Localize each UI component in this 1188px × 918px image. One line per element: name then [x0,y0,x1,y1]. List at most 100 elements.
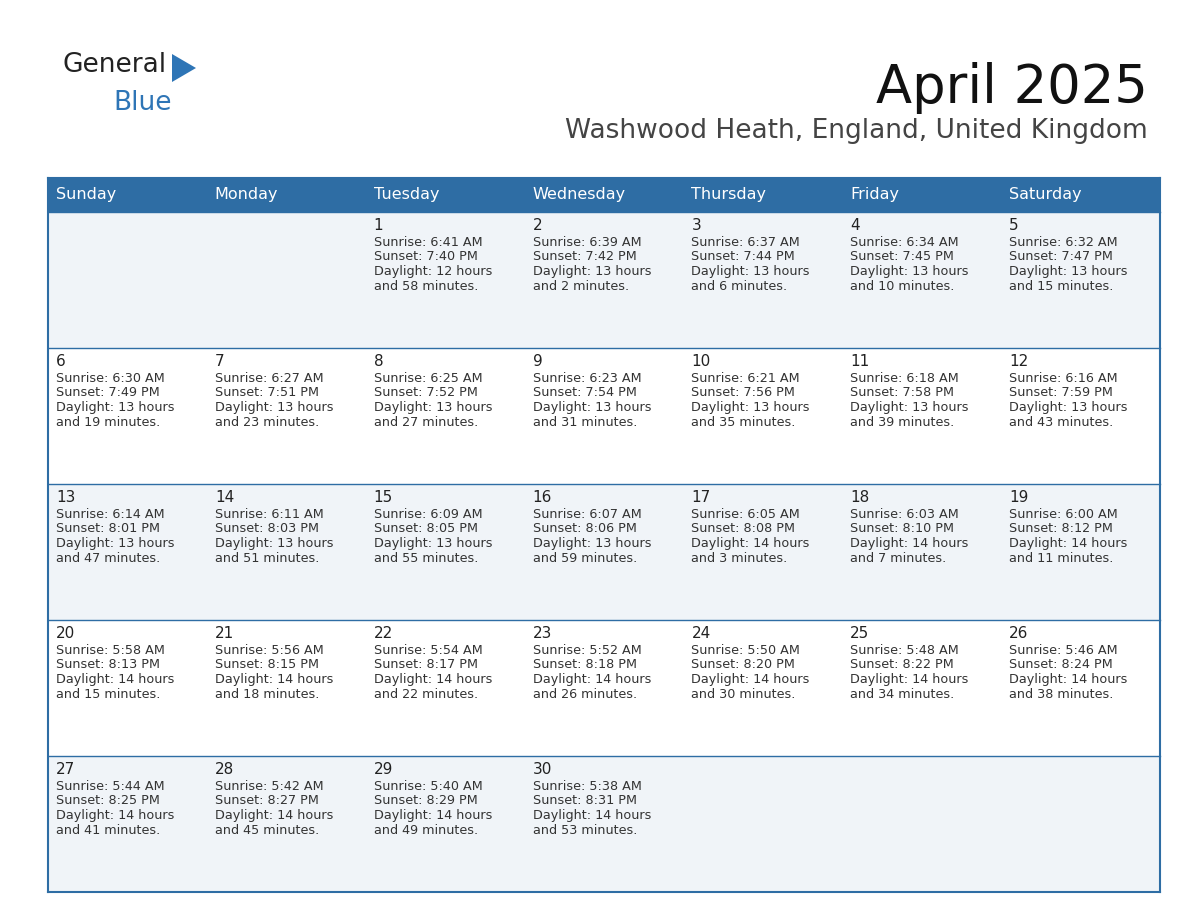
Text: and 26 minutes.: and 26 minutes. [532,688,637,700]
Text: Daylight: 14 hours: Daylight: 14 hours [691,537,810,550]
Text: Sunrise: 5:42 AM: Sunrise: 5:42 AM [215,780,323,793]
Text: 21: 21 [215,626,234,641]
Text: Sunset: 8:27 PM: Sunset: 8:27 PM [215,794,318,808]
Text: Sunrise: 6:34 AM: Sunrise: 6:34 AM [851,236,959,249]
Text: and 27 minutes.: and 27 minutes. [374,416,478,429]
Text: 19: 19 [1009,490,1029,505]
Text: Sunrise: 5:50 AM: Sunrise: 5:50 AM [691,644,801,657]
Text: 17: 17 [691,490,710,505]
Text: and 7 minutes.: and 7 minutes. [851,552,947,565]
Text: and 53 minutes.: and 53 minutes. [532,823,637,836]
Text: Sunrise: 6:11 AM: Sunrise: 6:11 AM [215,508,323,521]
Text: Thursday: Thursday [691,187,766,203]
Text: Sunrise: 6:37 AM: Sunrise: 6:37 AM [691,236,801,249]
Text: Daylight: 13 hours: Daylight: 13 hours [215,537,334,550]
Text: 8: 8 [374,354,384,369]
Text: 14: 14 [215,490,234,505]
Text: Sunrise: 6:05 AM: Sunrise: 6:05 AM [691,508,801,521]
Text: Sunset: 8:06 PM: Sunset: 8:06 PM [532,522,637,535]
Text: Sunset: 8:01 PM: Sunset: 8:01 PM [56,522,160,535]
Text: 4: 4 [851,218,860,233]
Text: Sunrise: 6:27 AM: Sunrise: 6:27 AM [215,372,323,385]
Text: Daylight: 14 hours: Daylight: 14 hours [532,673,651,686]
Text: Daylight: 14 hours: Daylight: 14 hours [851,537,968,550]
Text: Sunset: 7:40 PM: Sunset: 7:40 PM [374,251,478,263]
Bar [48,178,1159,212]
Text: 18: 18 [851,490,870,505]
Text: 2: 2 [532,218,542,233]
Text: and 47 minutes.: and 47 minutes. [56,552,160,565]
Text: Sunrise: 6:00 AM: Sunrise: 6:00 AM [1009,508,1118,521]
Text: Daylight: 13 hours: Daylight: 13 hours [374,537,492,550]
Text: Washwood Heath, England, United Kingdom: Washwood Heath, England, United Kingdom [565,118,1148,144]
Text: 30: 30 [532,762,552,777]
Text: Sunset: 7:51 PM: Sunset: 7:51 PM [215,386,318,399]
Text: and 11 minutes.: and 11 minutes. [1009,552,1113,565]
Text: Sunrise: 6:32 AM: Sunrise: 6:32 AM [1009,236,1118,249]
Text: Sunrise: 6:07 AM: Sunrise: 6:07 AM [532,508,642,521]
Text: Sunrise: 6:16 AM: Sunrise: 6:16 AM [1009,372,1118,385]
Text: and 38 minutes.: and 38 minutes. [1009,688,1113,700]
Text: Sunset: 8:13 PM: Sunset: 8:13 PM [56,658,160,671]
Text: Sunset: 8:31 PM: Sunset: 8:31 PM [532,794,637,808]
Text: 7: 7 [215,354,225,369]
Text: Sunset: 7:44 PM: Sunset: 7:44 PM [691,251,795,263]
Text: Saturday: Saturday [1009,187,1082,203]
Text: Sunset: 8:03 PM: Sunset: 8:03 PM [215,522,318,535]
Text: Sunrise: 6:41 AM: Sunrise: 6:41 AM [374,236,482,249]
Text: Daylight: 13 hours: Daylight: 13 hours [1009,265,1127,278]
Text: Sunset: 7:47 PM: Sunset: 7:47 PM [1009,251,1113,263]
Text: and 55 minutes.: and 55 minutes. [374,552,478,565]
Text: Sunrise: 6:18 AM: Sunrise: 6:18 AM [851,372,959,385]
Text: and 19 minutes.: and 19 minutes. [56,416,160,429]
Text: Daylight: 14 hours: Daylight: 14 hours [374,809,492,822]
Text: Sunset: 7:54 PM: Sunset: 7:54 PM [532,386,637,399]
Text: 15: 15 [374,490,393,505]
Text: 24: 24 [691,626,710,641]
Text: and 23 minutes.: and 23 minutes. [215,416,320,429]
Text: Sunset: 8:08 PM: Sunset: 8:08 PM [691,522,796,535]
Text: 20: 20 [56,626,75,641]
Text: and 58 minutes.: and 58 minutes. [374,279,478,293]
Text: and 18 minutes.: and 18 minutes. [215,688,320,700]
Text: Sunrise: 6:30 AM: Sunrise: 6:30 AM [56,372,165,385]
Text: Daylight: 13 hours: Daylight: 13 hours [1009,401,1127,414]
Text: Sunset: 8:17 PM: Sunset: 8:17 PM [374,658,478,671]
Text: and 2 minutes.: and 2 minutes. [532,279,628,293]
Text: Sunrise: 5:38 AM: Sunrise: 5:38 AM [532,780,642,793]
Text: Sunrise: 5:56 AM: Sunrise: 5:56 AM [215,644,323,657]
Text: Sunrise: 5:48 AM: Sunrise: 5:48 AM [851,644,959,657]
Text: and 39 minutes.: and 39 minutes. [851,416,954,429]
Text: and 41 minutes.: and 41 minutes. [56,823,160,836]
Text: Sunrise: 5:46 AM: Sunrise: 5:46 AM [1009,644,1118,657]
Text: Daylight: 13 hours: Daylight: 13 hours [851,265,968,278]
Text: and 10 minutes.: and 10 minutes. [851,279,955,293]
Text: Sunset: 7:59 PM: Sunset: 7:59 PM [1009,386,1113,399]
Bar [48,212,1159,348]
Text: April 2025: April 2025 [876,62,1148,114]
Text: Tuesday: Tuesday [374,187,440,203]
Text: Sunrise: 6:14 AM: Sunrise: 6:14 AM [56,508,165,521]
Text: Daylight: 14 hours: Daylight: 14 hours [851,673,968,686]
Bar [48,484,1159,620]
Text: Daylight: 13 hours: Daylight: 13 hours [691,401,810,414]
Text: Sunrise: 6:03 AM: Sunrise: 6:03 AM [851,508,959,521]
Text: Sunrise: 5:58 AM: Sunrise: 5:58 AM [56,644,165,657]
Text: Sunrise: 5:44 AM: Sunrise: 5:44 AM [56,780,165,793]
Text: Sunset: 7:52 PM: Sunset: 7:52 PM [374,386,478,399]
Text: Friday: Friday [851,187,899,203]
Text: Wednesday: Wednesday [532,187,626,203]
Text: Sunset: 8:22 PM: Sunset: 8:22 PM [851,658,954,671]
Text: Sunset: 7:58 PM: Sunset: 7:58 PM [851,386,954,399]
Text: 28: 28 [215,762,234,777]
Text: Blue: Blue [113,90,171,116]
Text: Daylight: 13 hours: Daylight: 13 hours [532,401,651,414]
Text: Monday: Monday [215,187,278,203]
Text: Sunrise: 6:21 AM: Sunrise: 6:21 AM [691,372,800,385]
Text: and 15 minutes.: and 15 minutes. [1009,279,1113,293]
Polygon shape [172,54,196,82]
Text: Daylight: 14 hours: Daylight: 14 hours [374,673,492,686]
Text: and 30 minutes.: and 30 minutes. [691,688,796,700]
Text: 5: 5 [1009,218,1019,233]
Text: 22: 22 [374,626,393,641]
